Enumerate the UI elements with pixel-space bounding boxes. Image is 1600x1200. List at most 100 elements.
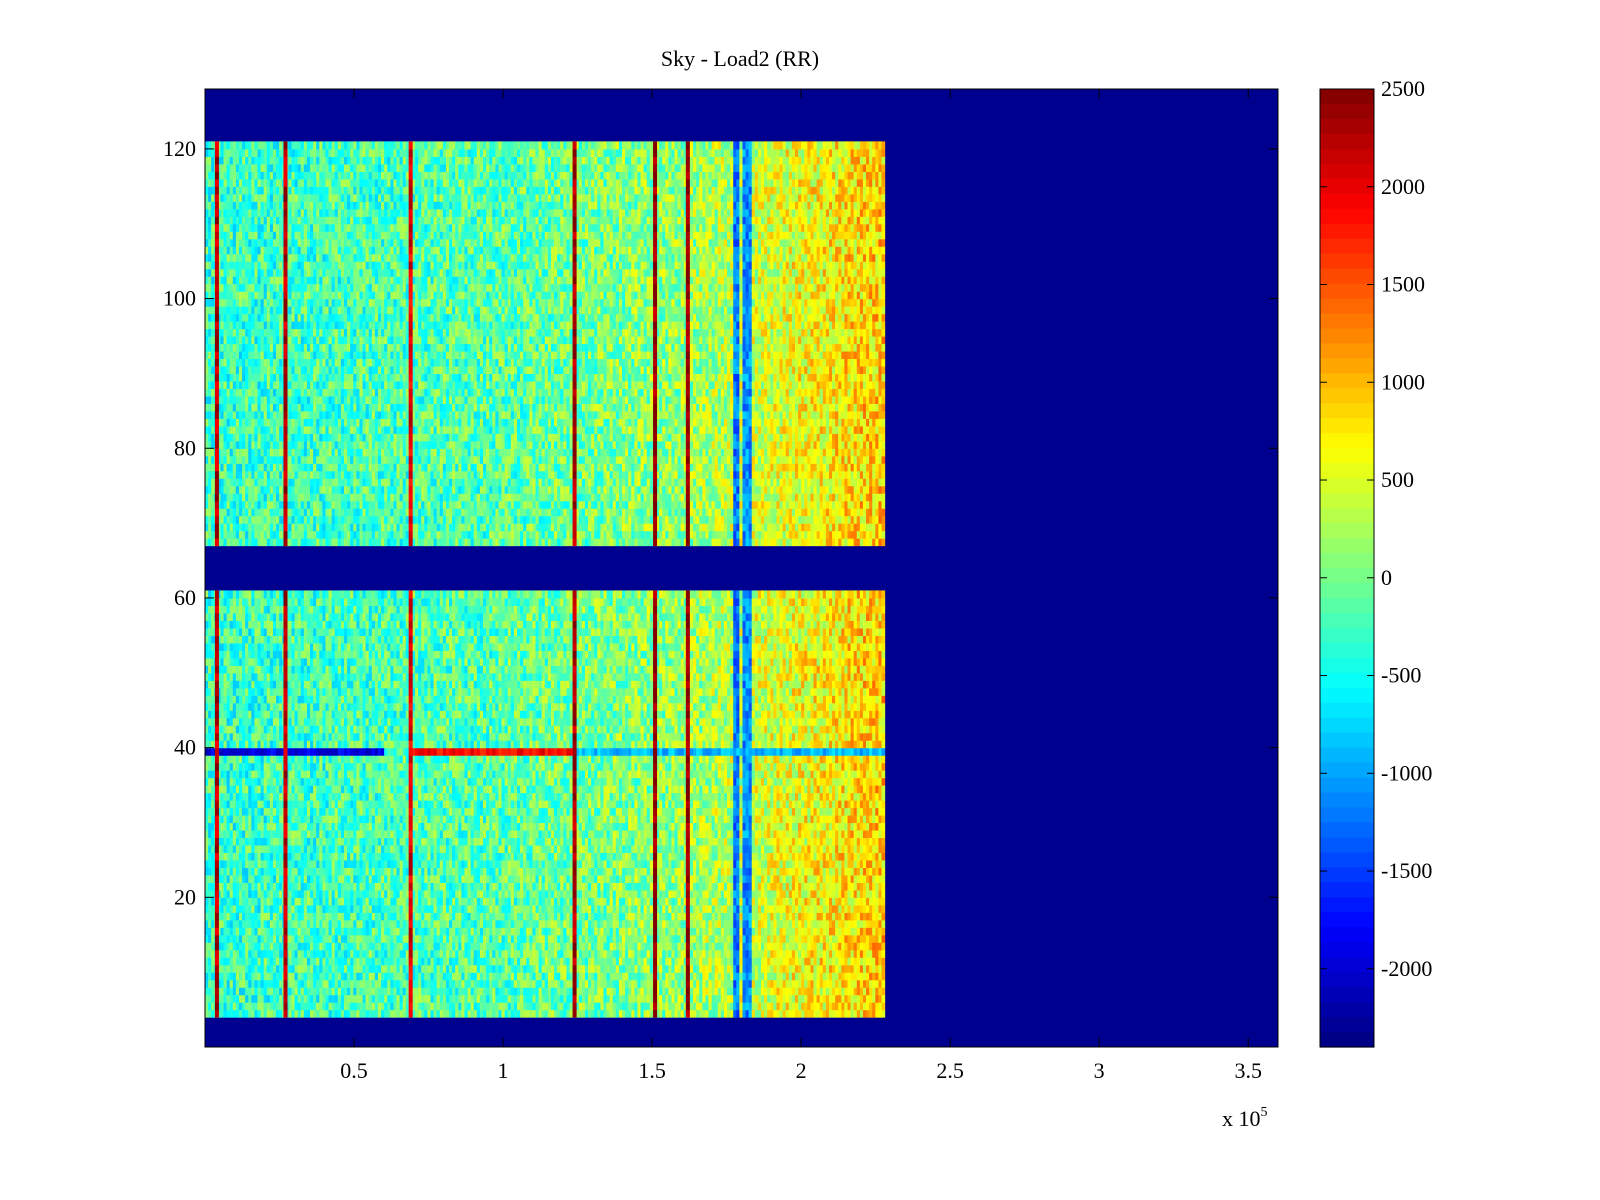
heatmap-cell: [455, 478, 459, 487]
heatmap-cell: [362, 515, 367, 524]
heatmap-cell: [476, 515, 481, 524]
heatmap-cell: [272, 515, 277, 524]
heatmap-cell: [520, 515, 524, 524]
heatmap-cell: [699, 493, 703, 502]
heatmap-cell: [220, 470, 225, 479]
heatmap-cell: [875, 478, 879, 487]
heatmap-cell: [791, 470, 796, 479]
heatmap-cell: [776, 500, 781, 509]
heatmap-cell: [359, 538, 364, 547]
heatmap-cell: [816, 523, 821, 532]
heatmap-cell: [473, 500, 478, 509]
heatmap-cell: [671, 515, 676, 524]
heatmap-cell: [714, 515, 719, 524]
heatmap-cell: [804, 515, 808, 524]
heatmap-cell: [693, 538, 697, 547]
heatmap-cell: [862, 515, 867, 524]
heatmap-cell: [356, 538, 361, 547]
heatmap-cell: [483, 493, 487, 502]
heatmap-cell: [415, 470, 419, 479]
heatmap-cell: [402, 493, 407, 502]
heatmap-cell: [452, 538, 456, 547]
heatmap-cell: [350, 538, 354, 547]
heatmap-cell: [581, 470, 586, 479]
heatmap-cell: [313, 478, 317, 487]
heatmap-cell: [498, 470, 503, 479]
heatmap-cell: [272, 508, 277, 517]
heatmap-cell: [776, 508, 781, 517]
heatmap-cell: [683, 478, 688, 487]
heatmap-cell: [822, 538, 827, 547]
heatmap-cell: [226, 530, 231, 539]
heatmap-cell: [782, 508, 787, 517]
heatmap-cell: [683, 515, 688, 524]
heatmap-cell: [347, 515, 351, 524]
heatmap-cell: [754, 478, 759, 487]
heatmap-cell: [711, 523, 716, 532]
heatmap-cell: [415, 538, 419, 547]
heatmap-cell: [550, 478, 555, 487]
heatmap-cell: [374, 493, 379, 502]
heatmap-cell: [501, 485, 506, 494]
heatmap-cell: [764, 485, 768, 494]
heatmap-cell: [853, 500, 858, 509]
heatmap-cell: [856, 523, 861, 532]
heatmap-cell: [634, 470, 639, 479]
heatmap-cell: [396, 523, 401, 532]
heatmap-cell: [847, 493, 852, 502]
heatmap-cell: [467, 515, 472, 524]
heatmap-cell: [822, 478, 827, 487]
heatmap-cell: [862, 485, 867, 494]
heatmap-cell: [736, 493, 740, 502]
heatmap-cell: [720, 508, 725, 517]
heatmap-cell: [415, 493, 419, 502]
heatmap-cell: [535, 485, 540, 494]
heatmap-cell: [245, 478, 249, 487]
heatmap-cell: [872, 493, 876, 502]
heatmap-cell: [529, 478, 534, 487]
heatmap-cell: [872, 515, 876, 524]
heatmap-cell: [618, 478, 623, 487]
heatmap-cell: [600, 500, 605, 509]
heatmap-cell: [878, 508, 883, 517]
heatmap-cell: [794, 478, 799, 487]
heatmap-cell: [770, 500, 774, 509]
heatmap-cell: [612, 538, 617, 547]
heatmap-cell: [560, 523, 564, 532]
heatmap-cell: [495, 485, 500, 494]
heatmap-cell: [600, 523, 605, 532]
heatmap-cell: [832, 500, 836, 509]
heatmap-cell: [813, 470, 818, 479]
heatmap-cell: [347, 478, 351, 487]
heatmap-cell: [220, 478, 225, 487]
heatmap-cell: [609, 478, 614, 487]
heatmap-cell: [779, 538, 784, 547]
heatmap-cell: [788, 508, 793, 517]
heatmap-cell: [381, 470, 385, 479]
heatmap-cell: [220, 530, 225, 539]
heatmap-cell: [455, 508, 459, 517]
heatmap-cell: [208, 478, 212, 487]
heatmap-cell: [693, 523, 697, 532]
heatmap-cell: [603, 530, 608, 539]
heatmap-cell: [600, 538, 605, 547]
heatmap-cell: [458, 523, 462, 532]
heatmap-cell: [717, 470, 722, 479]
heatmap-cell: [492, 508, 496, 517]
heatmap-cell: [248, 485, 252, 494]
heatmap-cell: [554, 493, 558, 502]
heatmap-cell: [751, 523, 756, 532]
heatmap-cell: [828, 500, 833, 509]
heatmap-cell: [754, 523, 759, 532]
heatmap-cell: [257, 515, 262, 524]
heatmap-cell: [844, 538, 849, 547]
heatmap-cell: [668, 485, 673, 494]
heatmap-cell: [461, 478, 466, 487]
heatmap-cell: [764, 530, 768, 539]
heatmap-cell: [427, 478, 432, 487]
heatmap-cell: [844, 523, 849, 532]
heatmap-cell: [418, 508, 422, 517]
heatmap-cell: [297, 515, 302, 524]
heatmap-cell: [794, 530, 799, 539]
heatmap-cell: [822, 485, 827, 494]
